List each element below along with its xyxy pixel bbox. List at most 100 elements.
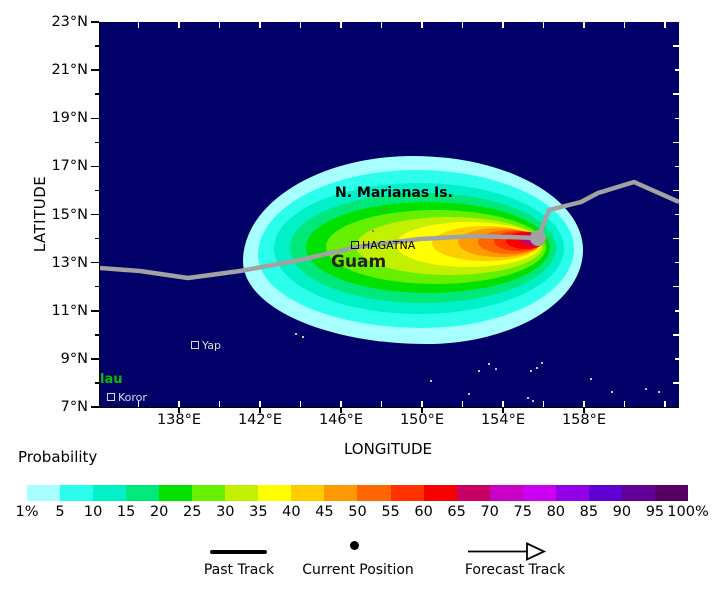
lat-grid-tick-right [675,358,679,360]
lon-grid-tick-top [340,22,342,28]
colorbar-tick-label: 40 [282,504,301,520]
colorbar-tick-label: 60 [414,504,433,520]
lat-grid-tick-right [673,237,679,240]
forecast-track-label: Forecast Track [464,562,566,578]
lon-major-tick [340,408,342,413]
lon-grid-tick-bottom [178,401,180,407]
island-dot [527,397,529,399]
lat-tick-label: 7°N [60,399,88,415]
map-plot-area: HAGATNA Yap Koror N. Marianas Is. Guam lau [99,22,679,408]
colorbar-tick-label: 90 [612,504,632,520]
island-dot [532,400,534,402]
lat-major-tick [91,406,99,408]
colorbar-segment-30 [225,485,259,501]
past-track-label: Past Track [203,562,275,578]
lat-grid-tick-right [673,93,679,95]
lon-tick-label: 150°E [399,412,445,428]
lon-grid-tick-top [259,22,261,28]
colorbar-segment-1% [27,485,61,501]
colorbar-segment-40 [291,485,325,501]
colorbar-tick-label: 25 [183,504,202,520]
lat-grid-tick-right [675,165,679,168]
region-label-palau: lau [100,372,123,387]
past-track-symbol [210,550,267,554]
lon-grid-tick-bottom [137,401,140,407]
island-dot [430,380,432,382]
lon-grid-tick-top [421,22,423,28]
lon-grid-tick-bottom [664,401,666,407]
lon-tick-label: 158°E [561,412,607,428]
city-marker-hagatna [351,241,359,249]
lat-major-tick [91,310,99,312]
lon-grid-tick-top [664,22,666,28]
island-dot [295,333,297,335]
lon-grid-tick-bottom [299,401,302,407]
island-dot [536,367,538,369]
colorbar-segment-5 [60,485,94,501]
colorbar-tick-label: 75 [513,504,532,520]
lon-grid-tick-bottom [259,401,261,407]
lon-tick-label: 142°E [237,412,283,428]
lat-minor-tick [95,382,99,384]
lat-minor-tick [95,237,99,240]
colorbar-tick-label: 65 [447,504,466,520]
city-marker-yap [191,341,199,349]
forecast-track-symbol [468,542,547,561]
colorbar-tick-label: 15 [116,504,136,520]
lat-tick-label: 15°N [51,206,88,223]
lon-grid-tick-top [218,22,221,28]
lon-grid-tick-top [583,22,585,28]
lon-grid-tick-bottom [380,401,383,407]
colorbar-tick-label: 50 [348,504,367,520]
island-dot [541,362,543,364]
colorbar-segment-75 [522,485,556,501]
lon-grid-tick-bottom [542,401,545,407]
lon-major-tick [259,408,261,413]
colorbar-title: Probability [18,448,98,466]
lat-minor-tick [95,45,99,47]
lat-grid-tick-right [673,382,679,384]
colorbar-segment-70 [489,485,523,501]
lat-tick-label: 17°N [51,158,88,175]
island-dot [645,388,647,390]
x-axis-title: LONGITUDE [343,440,433,458]
colorbar-tick-label: 95 [645,504,665,520]
lat-tick-label: 21°N [51,62,88,79]
colorbar-segment-15 [126,485,160,501]
lat-grid-tick-right [675,69,679,71]
lon-grid-tick-top [542,22,545,28]
lon-grid-tick-bottom [502,401,504,407]
lon-grid-tick-bottom [218,401,221,407]
lat-minor-tick [95,189,99,192]
colorbar-segment-90 [621,485,655,501]
colorbar-segment-25 [192,485,226,501]
colorbar-segment-85 [588,485,622,501]
colorbar-segment-45 [324,485,358,501]
colorbar-tick-label: 10 [83,504,103,520]
colorbar-segment-35 [258,485,292,501]
colorbar-segment-55 [390,485,424,501]
lat-tick-label: 9°N [60,350,88,367]
island-dot [488,363,490,365]
colorbar-segment-80 [555,485,589,501]
colorbar-segment-65 [456,485,490,501]
lat-grid-tick-right [673,45,679,47]
lat-tick-label: 23°N [51,14,88,30]
island-dot [611,391,613,393]
lon-major-tick [178,408,180,413]
lat-grid-tick-right [673,334,679,336]
current-position-symbol [350,541,359,550]
island-dot [372,230,374,232]
probability-colorbar [27,485,688,501]
track-line [100,179,679,281]
storm-track [100,179,679,281]
city-label-hagatna: HAGATNA [362,239,416,252]
region-label-guam: Guam [331,252,387,272]
lat-grid-tick-right [675,310,679,312]
lat-grid-tick-right [673,141,679,144]
lat-grid-tick-right [675,213,679,216]
city-marker-koror [107,393,115,401]
lat-minor-tick [95,141,99,144]
lon-grid-tick-top [137,22,140,28]
